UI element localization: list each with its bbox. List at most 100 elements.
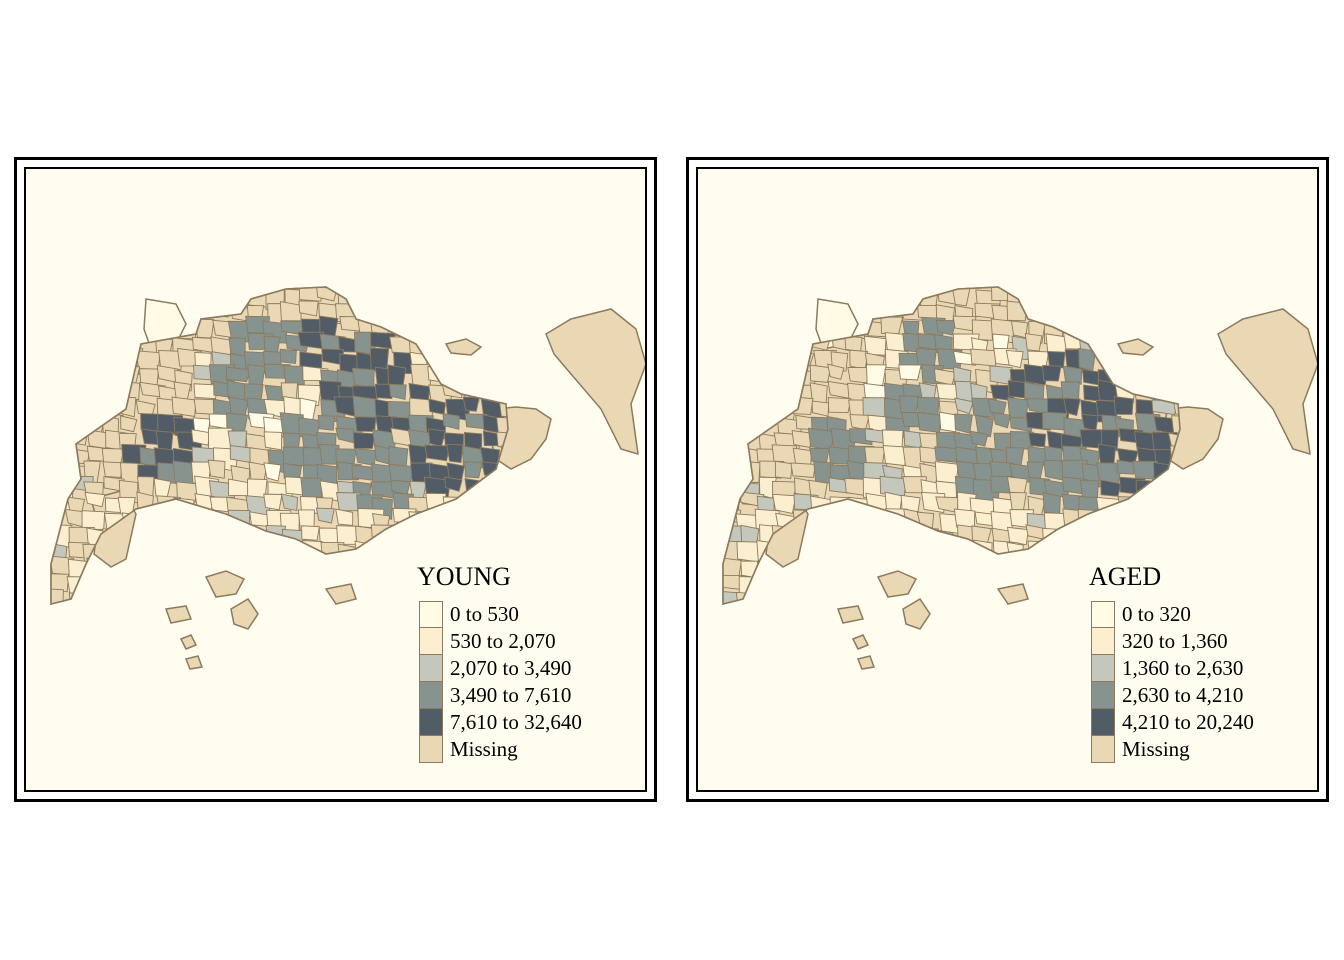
district-polygon [1079,288,1107,305]
district-polygon [389,383,407,400]
district-polygon [739,364,766,384]
district-polygon [1007,526,1029,546]
district-polygon [175,557,194,574]
district-polygon [317,415,335,431]
legend-swatch [1091,655,1115,682]
district-polygon [863,607,886,629]
district-polygon [174,287,200,306]
district-polygon [173,541,197,561]
district-polygon [882,445,907,467]
district-polygon [1189,319,1214,334]
district-polygon [1005,349,1024,369]
district-polygon [1168,559,1180,580]
district-polygon [1173,287,1180,308]
district-polygon [444,527,468,545]
district-polygon [1027,303,1054,322]
district-polygon [792,396,814,415]
district-polygon [1061,288,1080,313]
district-polygon [81,588,108,604]
legend-swatch [1091,628,1115,655]
district-polygon [100,287,124,308]
district-polygon [829,496,851,520]
district-polygon [191,592,217,604]
district-polygon [85,303,113,321]
legend-item: 2,630 to 4,210 [1088,682,1243,709]
legend-swatch [1091,601,1115,628]
district-polygon [866,509,886,529]
district-polygon [1023,287,1047,305]
district-polygon [353,575,378,597]
district-polygon [867,524,889,548]
district-polygon [1116,459,1137,475]
district-polygon [442,320,469,340]
district-polygon [972,558,992,578]
district-polygon [1168,332,1180,354]
district-polygon [519,319,537,338]
district-polygon [771,381,797,404]
district-polygon [279,348,297,365]
district-polygon [828,543,849,568]
district-polygon [1006,558,1025,575]
district-polygon [1188,558,1208,579]
district-polygon [1131,318,1159,342]
district-polygon [952,605,972,626]
district-polygon [195,607,215,622]
district-polygon [991,609,1016,625]
district-polygon [880,528,903,551]
district-polygon [920,561,939,580]
district-polygon [389,287,415,310]
district-polygon [754,347,775,371]
district-polygon [881,608,907,628]
district-polygon [136,491,154,516]
district-polygon [51,588,64,604]
district-polygon [103,366,125,386]
district-polygon [1099,287,1123,304]
district-polygon [337,556,364,573]
district-polygon [248,560,267,580]
legend-swatch [1091,709,1115,736]
district-polygon [969,430,989,447]
legend-swatch [419,682,443,709]
district-polygon [483,316,502,332]
district-polygon [66,335,87,361]
district-polygon [1098,300,1118,319]
district-polygon [67,364,88,381]
legend-swatch [419,601,443,628]
legend-swatch [419,709,443,736]
district-polygon [1151,399,1179,416]
legend-item: 2,070 to 3,490 [416,655,571,682]
district-polygon [1133,304,1153,327]
district-polygon [228,543,251,560]
district-polygon [136,540,161,563]
district-polygon [283,365,305,386]
district-polygon [792,287,815,310]
district-polygon [827,363,845,380]
district-polygon [774,460,793,479]
district-polygon [809,364,832,383]
district-polygon [952,350,977,366]
district-polygon [723,384,741,403]
district-polygon [846,561,867,584]
district-polygon [84,287,104,302]
district-polygon [739,348,761,365]
legend-item: Missing [416,736,518,763]
legend-young: YOUNG 0 to 530 530 to 2,070 2,070 to 3,4… [416,562,582,763]
district-polygon [155,507,181,533]
legend-item: 1,360 to 2,630 [1088,655,1243,682]
district-polygon [757,334,776,350]
district-polygon [830,509,855,532]
district-polygon [723,364,742,380]
map-landmass [545,308,645,456]
district-polygon [1042,364,1062,382]
district-polygon [477,368,502,393]
district-polygon [738,317,758,337]
district-polygon [866,287,884,302]
map-landmass [856,655,876,670]
district-polygon [482,303,500,319]
district-polygon [483,495,503,520]
district-polygon [898,539,921,562]
district-polygon [497,287,508,305]
district-polygon [1189,338,1210,360]
map-landmass [836,605,865,624]
district-polygon [483,525,508,544]
